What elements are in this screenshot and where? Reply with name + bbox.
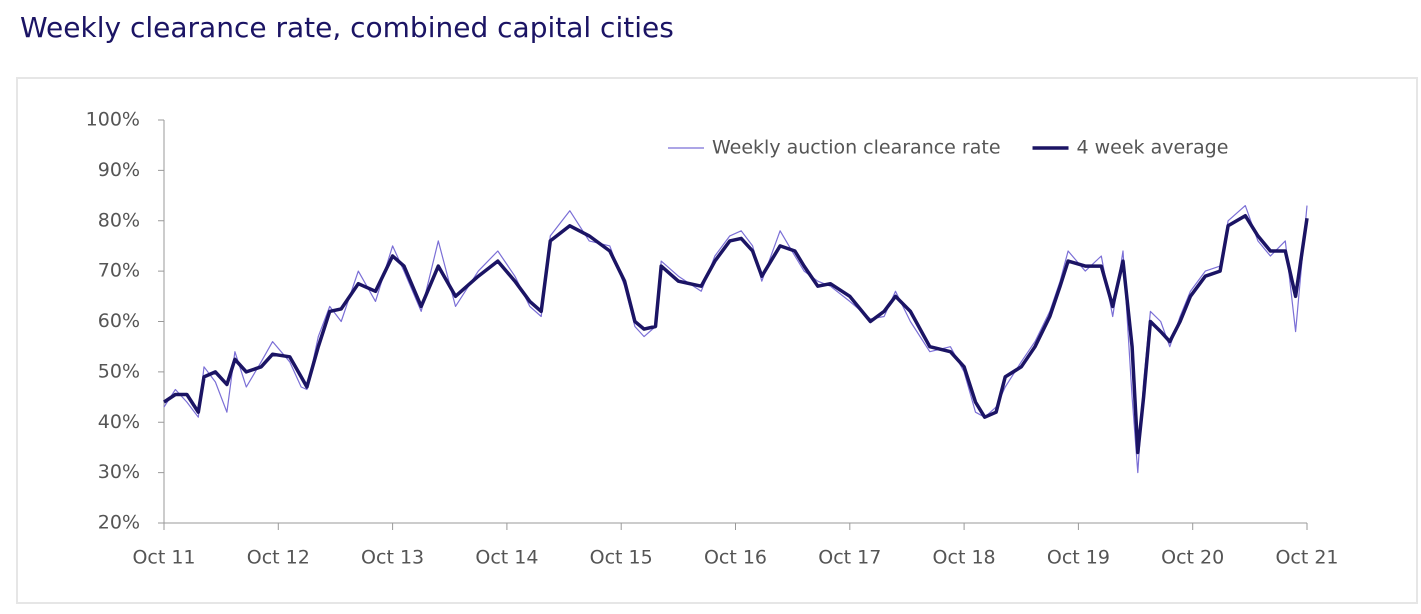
y-tick-label: 70% (98, 260, 140, 282)
y-tick-label: 30% (98, 461, 140, 483)
x-tick-label: Oct 13 (361, 547, 424, 569)
y-tick-label: 20% (98, 512, 140, 534)
x-tick-label: Oct 11 (132, 547, 195, 569)
x-tick-label: Oct 21 (1275, 547, 1338, 569)
legend-label: 4 week average (1077, 137, 1229, 159)
x-tick-label: Oct 16 (704, 547, 767, 569)
chart-title: Weekly clearance rate, combined capital … (20, 11, 674, 44)
y-tick-label: 80% (98, 209, 140, 231)
series-line (163, 213, 1309, 455)
x-tick-label: Oct 15 (590, 547, 653, 569)
x-tick-label: Oct 17 (818, 547, 881, 569)
x-tick-label: Oct 20 (1161, 547, 1224, 569)
legend-label: Weekly auction clearance rate (712, 137, 1001, 159)
x-tick-label: Oct 19 (1047, 547, 1110, 569)
y-tick-label: 100% (86, 109, 140, 131)
y-tick-label: 50% (98, 360, 140, 382)
x-tick-label: Oct 14 (475, 547, 538, 569)
y-tick-label: 90% (98, 159, 140, 181)
x-tick-label: Oct 12 (247, 547, 310, 569)
x-tick-label: Oct 18 (933, 547, 996, 569)
chart-frame (16, 77, 1418, 604)
y-tick-label: 60% (98, 310, 140, 332)
y-tick-label: 40% (98, 411, 140, 433)
